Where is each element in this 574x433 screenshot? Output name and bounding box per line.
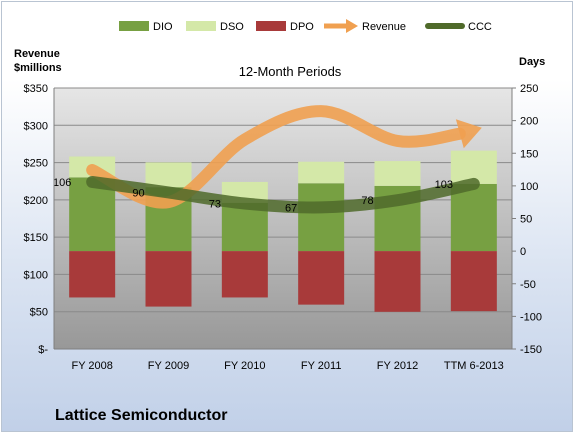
x-tick-label: FY 2008 [71,360,112,372]
chart-title: 12-Month Periods [239,64,342,79]
plot-area [54,88,512,349]
revenue-line [86,105,466,209]
ccc-data-label: 67 [285,202,297,214]
x-tick-label: TTM 6-2013 [444,360,504,372]
right-tick-label: -150 [520,344,542,356]
legend-label: DSO [220,21,244,33]
right-tick-label: 50 [520,214,532,226]
revenue-arrowhead [455,119,482,149]
bar-dpo [450,251,497,312]
bar-dio [450,183,497,252]
left-tick-label: $150 [24,232,48,244]
left-tick-label: $300 [24,120,48,132]
legend-swatch [256,21,286,31]
bar-dpo [298,251,345,305]
right-tick-label: 0 [520,246,526,258]
legend-swatch [186,21,216,31]
bar-dio [298,183,345,252]
data-labels: 106 90 73 67 78 103 [53,177,453,214]
legend-label: DIO [153,21,173,33]
bar-dso [298,161,345,184]
x-tick-label: FY 2011 [301,360,342,372]
legend-arrowhead [346,19,358,33]
bar-dpo [69,251,116,298]
ccc-data-label: 90 [132,187,144,199]
right-tick-label: 100 [520,181,538,193]
gridlines [54,87,512,350]
right-tick-label: -50 [520,279,536,291]
lines [86,105,482,214]
ccc-data-label: 103 [435,179,453,191]
right-tick-label: 150 [520,148,538,160]
left-tick-label: $50 [30,307,48,319]
bar-dso [145,162,192,188]
company-name: Lattice Semiconductor [55,407,228,424]
right-axis-title: Days [519,56,545,68]
right-tick-label: -100 [520,311,542,323]
bar-dpo [145,251,192,307]
x-tick-label: FY 2009 [148,360,189,372]
left-tick-label: $250 [24,158,48,170]
right-tick-label: 200 [520,116,538,128]
left-tick-label: $- [38,344,48,356]
bar-dso [374,161,421,186]
x-tick-label: FY 2010 [224,360,265,372]
legend-swatch [119,21,149,31]
left-axis-title-line2: $millions [14,62,62,74]
left-axis-title-line1: Revenue [14,48,60,60]
left-tick-label: $100 [24,269,48,281]
right-tick-label: 250 [520,83,538,95]
legend-label: DPO [290,21,314,33]
ccc-data-label: 73 [209,198,221,210]
left-tick-label: $350 [24,83,48,95]
x-tick-label: FY 2012 [377,360,418,372]
bar-dpo [221,251,268,298]
legend: DIO DSO DPO Revenue CCC [119,19,492,33]
legend-label: Revenue [362,21,406,33]
legend-label: CCC [468,21,492,33]
ccc-line [86,175,480,214]
ccc-data-label: 78 [361,195,373,207]
axes: $- $50 $100 $150 $200 $250 $300 $350 -150 -100 -50… [24,83,543,372]
left-tick-label: $200 [24,195,48,207]
ccc-data-label: 106 [53,177,71,189]
bar-dpo [374,251,421,312]
